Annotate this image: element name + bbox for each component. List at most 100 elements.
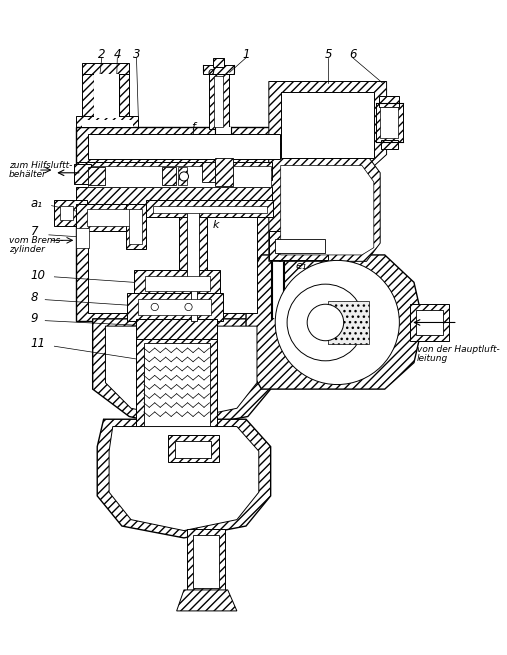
Bar — [376, 103, 403, 141]
Text: 11: 11 — [30, 337, 46, 350]
Bar — [129, 210, 142, 244]
Bar — [138, 299, 211, 315]
Polygon shape — [105, 326, 257, 419]
Bar — [153, 206, 267, 213]
Text: s: s — [231, 151, 237, 161]
Bar — [76, 162, 272, 180]
Text: 9: 9 — [30, 312, 38, 326]
Bar — [175, 441, 211, 458]
Bar — [379, 96, 400, 107]
Text: behälter: behälter — [9, 170, 47, 179]
Bar — [272, 262, 283, 318]
Bar — [136, 337, 217, 433]
Bar — [193, 535, 219, 588]
Text: g: g — [165, 174, 172, 184]
Bar — [88, 166, 271, 187]
Text: 5: 5 — [324, 48, 332, 61]
Bar — [60, 206, 73, 220]
Circle shape — [287, 284, 364, 361]
Bar — [178, 167, 187, 185]
Bar — [380, 107, 399, 138]
Text: e₁: e₁ — [295, 261, 306, 271]
Bar — [187, 529, 225, 593]
Text: k: k — [212, 220, 219, 230]
Text: 10: 10 — [30, 269, 46, 282]
Bar — [126, 204, 146, 250]
Text: b: b — [158, 206, 165, 216]
Bar — [214, 76, 223, 127]
Bar — [94, 74, 119, 118]
Circle shape — [179, 172, 189, 181]
Circle shape — [307, 304, 344, 341]
Bar — [203, 65, 234, 74]
Bar — [144, 276, 210, 291]
Bar — [76, 127, 286, 166]
Polygon shape — [269, 81, 386, 173]
Text: e₂: e₂ — [185, 443, 196, 453]
Bar — [136, 319, 217, 339]
Text: 7: 7 — [30, 225, 38, 238]
Bar — [328, 301, 369, 345]
Bar — [76, 204, 131, 231]
Polygon shape — [246, 255, 423, 389]
Polygon shape — [97, 419, 271, 538]
Bar — [269, 231, 328, 261]
Text: 3: 3 — [133, 48, 140, 61]
Text: zum Hilfsluftt-: zum Hilfsluftt- — [9, 161, 72, 170]
Circle shape — [185, 303, 192, 310]
Bar — [187, 210, 199, 285]
Bar — [202, 162, 215, 182]
Text: von der Hauptluft-: von der Hauptluft- — [417, 345, 499, 354]
Bar — [168, 435, 219, 462]
Text: d: d — [208, 67, 215, 77]
Text: a₁: a₁ — [30, 197, 43, 210]
Bar — [381, 140, 397, 149]
Bar — [191, 280, 197, 321]
Bar — [82, 120, 133, 127]
Bar — [76, 187, 272, 206]
Polygon shape — [109, 426, 259, 531]
Bar — [54, 200, 87, 226]
Bar — [416, 310, 443, 335]
Bar — [215, 127, 231, 162]
Bar — [213, 58, 224, 67]
Polygon shape — [93, 319, 271, 428]
Polygon shape — [76, 204, 271, 321]
Text: 1: 1 — [242, 48, 250, 61]
Bar — [410, 304, 449, 341]
Bar — [162, 167, 176, 185]
Text: a: a — [130, 202, 137, 212]
Bar — [82, 74, 94, 118]
Text: 2: 2 — [98, 48, 105, 61]
Bar — [76, 116, 138, 131]
Bar — [76, 227, 89, 248]
Text: 8: 8 — [30, 291, 38, 305]
Bar — [88, 134, 280, 159]
Bar — [281, 92, 374, 158]
Bar — [88, 167, 104, 185]
Text: 6: 6 — [349, 48, 356, 61]
Polygon shape — [281, 166, 374, 255]
Bar — [215, 158, 233, 185]
Bar — [146, 200, 273, 217]
Bar — [87, 210, 131, 226]
Bar — [208, 71, 229, 129]
Polygon shape — [269, 155, 380, 261]
Bar — [88, 211, 257, 313]
Text: f: f — [191, 122, 195, 132]
Bar — [275, 238, 325, 253]
Bar — [144, 343, 209, 426]
Circle shape — [151, 303, 158, 310]
Bar — [179, 204, 207, 291]
Polygon shape — [176, 590, 237, 611]
Circle shape — [275, 261, 400, 384]
Text: leitung: leitung — [417, 354, 448, 364]
Bar — [127, 293, 223, 321]
Text: zylinder: zylinder — [9, 245, 45, 254]
Bar — [134, 271, 221, 296]
Text: c: c — [97, 170, 103, 179]
Text: vom Brems-: vom Brems- — [9, 236, 63, 245]
Bar — [119, 74, 129, 118]
Text: 4: 4 — [114, 48, 121, 61]
Text: 12: 12 — [315, 325, 330, 335]
